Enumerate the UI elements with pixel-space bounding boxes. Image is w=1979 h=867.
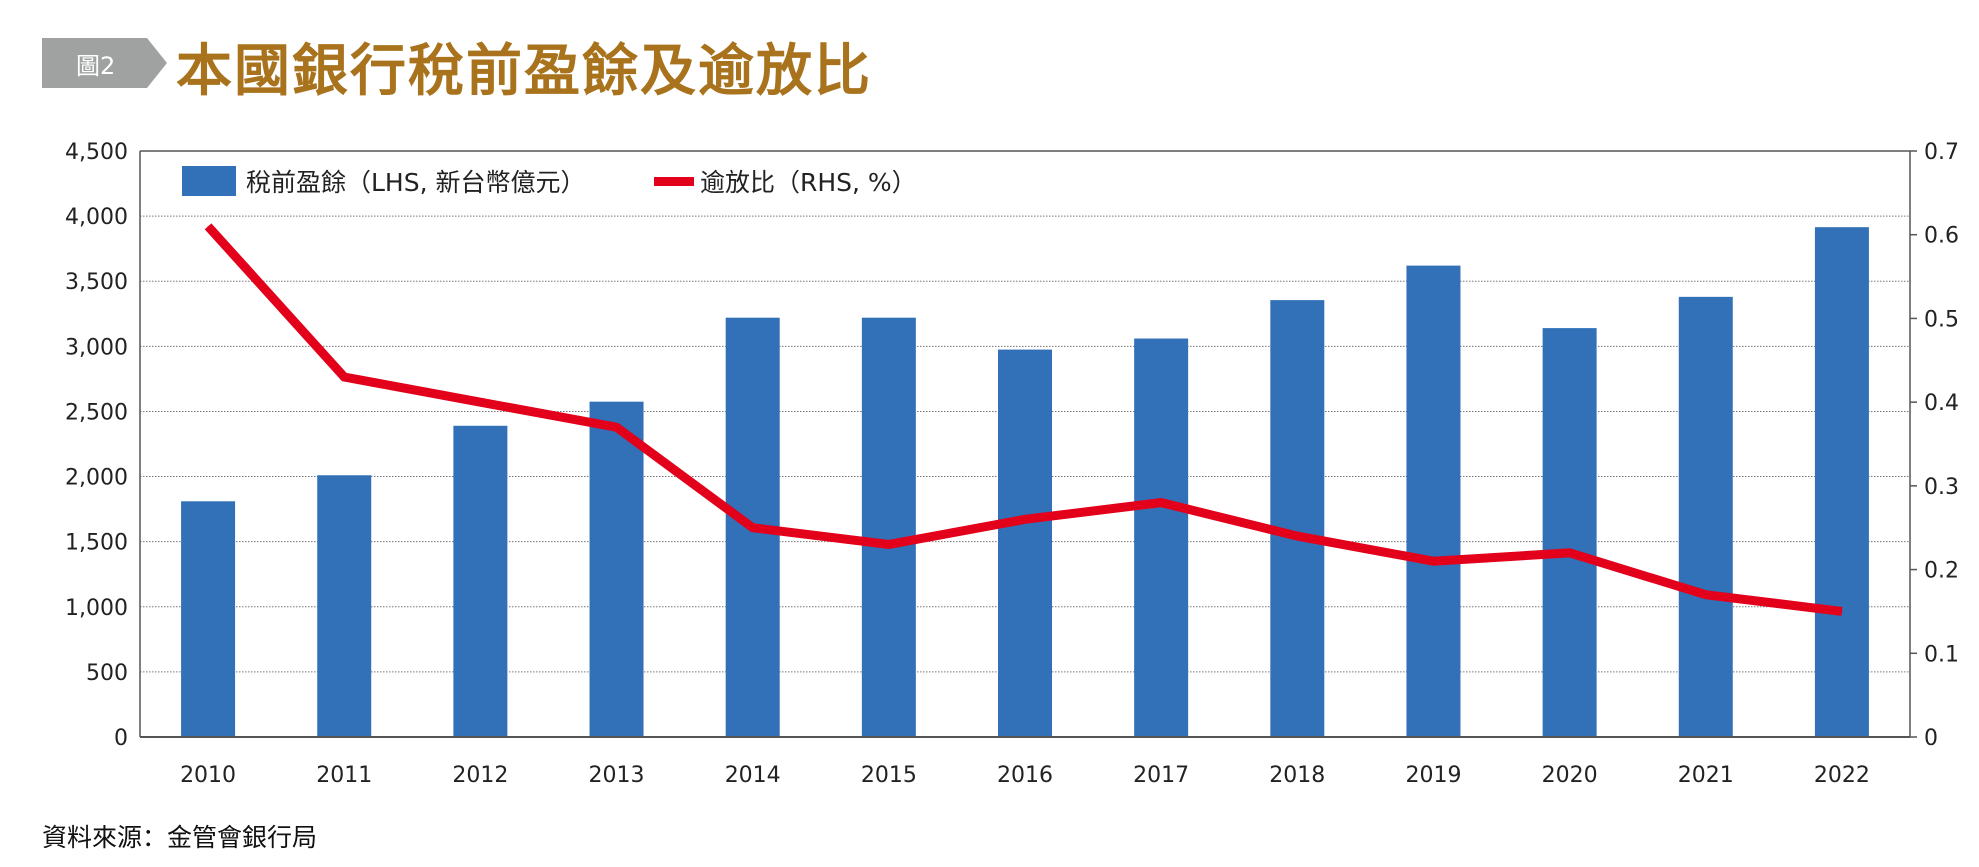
line-series: [204, 223, 1843, 616]
x-tick-label: 2016: [997, 763, 1053, 788]
figure-badge: [42, 38, 167, 88]
bar-series: [181, 227, 1869, 737]
x-tick-label: 2019: [1405, 763, 1461, 788]
y-right-tick-label: 0.5: [1924, 307, 1959, 332]
y-left-tick-label: 1,500: [65, 531, 128, 556]
y-left-tick-label: 4,500: [65, 140, 128, 165]
x-tick-label: 2011: [316, 763, 372, 788]
y-right-tick-label: 0: [1924, 726, 1938, 751]
y-left-tick-label: 2,500: [65, 400, 128, 425]
npl-point-2017: [1160, 502, 1162, 504]
x-tick-label: 2020: [1542, 763, 1598, 788]
x-tick-label: 2012: [452, 763, 508, 788]
bar-2022: [1814, 227, 1869, 737]
bar-2019: [1406, 265, 1461, 737]
npl-point-2012: [479, 401, 481, 403]
bar-2016: [998, 349, 1052, 737]
bar-2021: [1678, 296, 1733, 737]
bar-2017: [1134, 338, 1189, 737]
x-tick-label: 2010: [180, 763, 236, 788]
npl-point-2016: [1024, 518, 1026, 520]
npl-point-2013: [616, 426, 618, 428]
npl-point-2015: [888, 543, 890, 545]
y-left-tick-label: 3,500: [65, 270, 128, 295]
legend-bar-swatch: [182, 166, 236, 196]
y-right-tick-label: 0.6: [1924, 224, 1959, 249]
bar-2018: [1270, 300, 1325, 737]
y-left-tick-label: 2,000: [65, 466, 128, 491]
y-left-tick-label: 3,000: [65, 335, 128, 360]
npl-point-2010: [207, 225, 209, 227]
bar-2020: [1542, 328, 1597, 737]
y-right-tick-label: 0.7: [1924, 140, 1959, 165]
x-tick-label: 2017: [1133, 763, 1189, 788]
npl-point-2011: [343, 376, 345, 378]
x-tick-label: 2018: [1269, 763, 1325, 788]
npl-point-2014: [752, 527, 754, 529]
bar-2011: [317, 475, 372, 737]
npl-point-2021: [1705, 594, 1707, 596]
y-left-tick-label: 4,000: [65, 205, 128, 230]
npl-point-2018: [1296, 535, 1298, 537]
npl-point-2022: [1841, 610, 1843, 612]
y-left-tick-label: 0: [114, 726, 128, 751]
y-right-tick-label: 0.3: [1924, 475, 1959, 500]
y-left-tick-label: 1,000: [65, 596, 128, 621]
npl-point-2020: [1569, 552, 1571, 554]
x-tick-label: 2014: [725, 763, 781, 788]
source-note: 資料來源：金管會銀行局: [42, 823, 318, 852]
bar-2010: [181, 501, 236, 737]
x-tick-label: 2015: [861, 763, 917, 788]
axes: 0 500 1,000 1,500 2,000 2,500 3,000 3,500 4,000 4…: [65, 140, 1959, 788]
y-right-tick-label: 0.1: [1924, 642, 1959, 667]
x-tick-label: 2021: [1678, 763, 1734, 788]
legend: 稅前盈餘（LHS, 新台幣億元） 逾放比（RHS, %）: [182, 166, 917, 197]
bar-2012: [453, 425, 508, 737]
legend-bar-label: 稅前盈餘（LHS, 新台幣億元）: [246, 168, 586, 197]
npl-point-2019: [1432, 560, 1434, 562]
y-right-tick-label: 0.2: [1924, 559, 1959, 584]
bar-2013: [589, 401, 644, 737]
bar-2015: [861, 317, 916, 737]
chart-title: 本國銀行稅前盈餘及逾放比: [176, 38, 872, 104]
legend-line-label: 逾放比（RHS, %）: [700, 168, 917, 197]
x-tick-label: 2022: [1814, 763, 1870, 788]
x-tick-label: 2013: [589, 763, 645, 788]
legend-line-swatch: [654, 177, 694, 186]
y-right-tick-label: 0.4: [1924, 391, 1959, 416]
y-left-tick-label: 500: [86, 661, 128, 686]
figure-number: 圖2: [76, 52, 116, 80]
